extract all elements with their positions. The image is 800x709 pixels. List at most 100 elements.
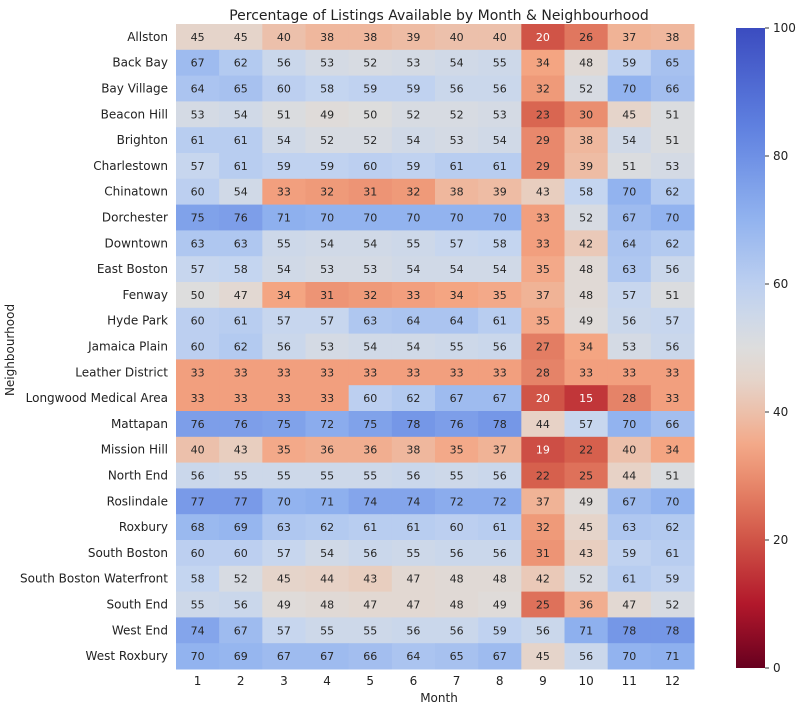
- heatmap-cell-value: 20: [536, 392, 550, 405]
- heatmap-cell-value: 51: [665, 289, 679, 302]
- heatmap-cell: [262, 101, 306, 128]
- heatmap-cell: [650, 256, 695, 283]
- heatmap-cell-value: 60: [363, 392, 377, 405]
- heatmap-cell-value: 67: [493, 392, 507, 405]
- heatmap-cell-value: 55: [406, 547, 420, 560]
- heatmap-cell: [391, 385, 436, 412]
- heatmap-cell: [176, 540, 220, 567]
- colorbar-ticks: 0 20 40 60 80 100: [765, 21, 796, 675]
- heatmap-cell: [435, 230, 479, 257]
- heatmap-cell: [435, 359, 479, 386]
- x-tick-label: 3: [280, 674, 288, 688]
- heatmap-cell: [262, 488, 306, 515]
- heatmap-cell-value: 72: [493, 495, 507, 508]
- heatmap-cell: [435, 101, 479, 128]
- heatmap-cell: [176, 230, 220, 257]
- heatmap-cell: [435, 282, 479, 309]
- heatmap-cell: [564, 565, 609, 593]
- heatmap-cell: [564, 49, 609, 77]
- heatmap-cell-value: 40: [277, 31, 291, 44]
- y-tick-label: Allston: [127, 30, 168, 44]
- heatmap-cell-value: 70: [277, 495, 291, 508]
- heatmap-cell: [305, 565, 350, 593]
- heatmap-cell-value: 35: [536, 263, 550, 276]
- x-tick-label: 5: [366, 674, 374, 688]
- heatmap-cell: [305, 127, 350, 154]
- heatmap-cell-value: 56: [493, 547, 507, 560]
- heatmap-cell-value: 43: [234, 444, 248, 457]
- heatmap-cell-value: 77: [234, 495, 248, 508]
- heatmap-cell: [348, 488, 393, 515]
- heatmap-cell: [348, 565, 393, 593]
- heatmap-cell: [564, 514, 609, 541]
- heatmap-cell: [435, 307, 479, 335]
- heatmap-cell: [435, 153, 479, 180]
- heatmap-cell: [607, 230, 652, 257]
- heatmap-cell: [478, 256, 522, 283]
- heatmap-cell: [564, 643, 609, 670]
- heatmap-cell-value: 51: [665, 134, 679, 147]
- heatmap-cell-value: 57: [277, 624, 291, 637]
- heatmap-cell: [564, 617, 609, 644]
- heatmap-cell: [176, 488, 220, 515]
- heatmap-cell: [607, 49, 652, 77]
- heatmap-cell: [391, 617, 436, 644]
- heatmap-cell-value: 71: [579, 624, 593, 637]
- heatmap-cell-value: 40: [493, 31, 507, 44]
- x-tick-label: 6: [410, 674, 418, 688]
- heatmap-cell-value: 33: [450, 366, 464, 379]
- heatmap-cell: [391, 127, 436, 154]
- heatmap-cell: [262, 411, 306, 438]
- heatmap-cell-value: 57: [277, 315, 291, 328]
- heatmap-cell: [478, 643, 522, 670]
- heatmap-cell: [262, 178, 306, 206]
- heatmap-cell: [219, 153, 263, 180]
- heatmap-cell-value: 52: [363, 134, 377, 147]
- heatmap-cell: [564, 359, 609, 386]
- heatmap-cell: [607, 256, 652, 283]
- heatmap-cell: [176, 385, 220, 412]
- heatmap-cell-value: 51: [622, 160, 636, 173]
- heatmap-cell-value: 33: [493, 366, 507, 379]
- heatmap-cell-value: 52: [320, 134, 334, 147]
- heatmap-cell-value: 31: [536, 547, 550, 560]
- heatmap-cell: [435, 256, 479, 283]
- heatmap-cell-value: 55: [493, 57, 507, 70]
- heatmap-cell-value: 66: [665, 418, 679, 431]
- heatmap-cell-value: 62: [234, 341, 248, 354]
- heatmap-cell: [478, 436, 522, 464]
- heatmap-cell: [176, 256, 220, 283]
- heatmap-cell-value: 76: [191, 418, 205, 431]
- heatmap-cell: [348, 24, 393, 51]
- heatmap-cell: [650, 49, 695, 77]
- heatmap-cell: [650, 436, 695, 464]
- heatmap-cell-value: 75: [363, 418, 377, 431]
- heatmap-cell-value: 54: [277, 134, 291, 147]
- heatmap-cell: [348, 204, 393, 231]
- heatmap-cell: [262, 282, 306, 309]
- heatmap-cell: [305, 514, 350, 541]
- heatmap-cell: [305, 385, 350, 412]
- heatmap-cell: [607, 411, 652, 438]
- heatmap-cell-value: 60: [191, 315, 205, 328]
- heatmap-cell-value: 55: [450, 341, 464, 354]
- colorbar-tick-label: 60: [773, 277, 788, 291]
- heatmap-cell: [478, 282, 522, 309]
- y-tick-labels: Allston Back Bay Bay Village Beacon Hill Bri…: [20, 30, 168, 663]
- heatmap-cell-value: 29: [536, 160, 550, 173]
- heatmap-cell-value: 45: [579, 521, 593, 534]
- heatmap-cell: [391, 49, 436, 77]
- heatmap-cell-value: 75: [277, 418, 291, 431]
- heatmap-cell: [348, 591, 393, 618]
- y-axis-label: Neighbourhood: [3, 304, 17, 396]
- y-tick-label: North End: [108, 469, 168, 483]
- heatmap-cell: [607, 359, 652, 386]
- heatmap-cell: [435, 411, 479, 438]
- heatmap-cell: [305, 488, 350, 515]
- heatmap-cell-value: 54: [493, 263, 507, 276]
- heatmap-cell: [478, 617, 522, 644]
- heatmap-cell-value: 53: [320, 263, 334, 276]
- heatmap-cell-value: 52: [450, 108, 464, 121]
- heatmap-cell: [391, 333, 436, 360]
- heatmap-cell-value: 53: [493, 108, 507, 121]
